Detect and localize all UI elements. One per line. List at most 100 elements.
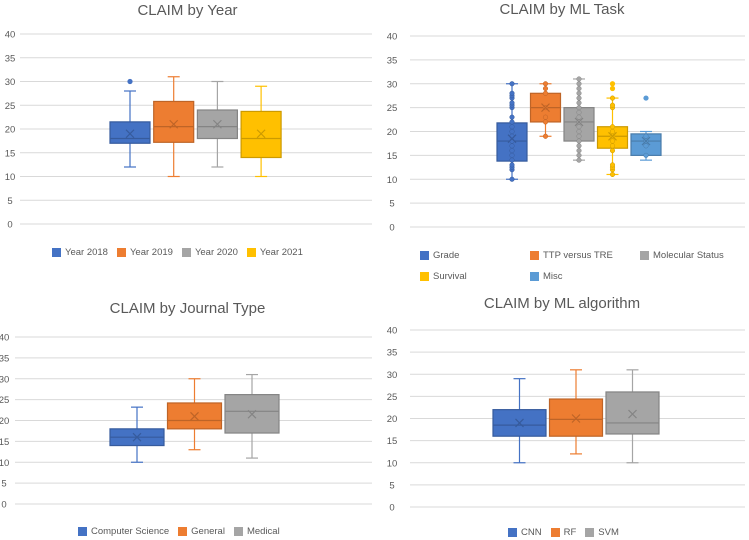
legend-label: CNN <box>521 527 542 538</box>
mean-marker <box>125 129 135 139</box>
y-tick-label: 25 <box>5 101 16 112</box>
data-point <box>542 85 549 92</box>
legend-item: TTP versus TRE <box>530 250 640 261</box>
y-tick-label: 10 <box>5 172 16 183</box>
y-tick-label: 35 <box>387 348 398 359</box>
y-tick-label: 40 <box>387 32 398 43</box>
legend-label: RF <box>563 527 577 538</box>
y-tick-label: 15 <box>0 437 9 448</box>
data-point <box>509 143 515 149</box>
y-tick-label: 5 <box>389 199 394 210</box>
legend-label: SVM <box>598 527 619 538</box>
legend-item: Medical <box>233 526 280 537</box>
data-point <box>576 105 582 111</box>
box-rf <box>548 369 604 455</box>
y-tick-label: 25 <box>387 103 398 114</box>
data-point <box>576 114 582 120</box>
y-tick-label: 20 <box>5 125 16 136</box>
data-point <box>509 119 515 125</box>
y-tick-label: 10 <box>387 458 398 469</box>
legend-label: Year 2018 <box>65 247 108 258</box>
data-point <box>609 148 616 154</box>
data-point <box>509 152 515 158</box>
y-tick-label: 10 <box>0 458 9 469</box>
box-cnn <box>492 378 547 464</box>
data-point <box>609 138 616 144</box>
legend-swatch <box>508 528 517 537</box>
data-point <box>609 171 616 178</box>
box-iqr <box>605 391 660 435</box>
data-point <box>609 124 616 130</box>
outlier-point <box>643 95 649 101</box>
legend-item: Year 2020 <box>181 247 238 258</box>
legend-label: Misc <box>543 271 563 282</box>
legend-label: Year 2021 <box>259 247 303 258</box>
data-point <box>509 128 515 135</box>
data-point <box>609 162 616 168</box>
legend-swatch <box>78 527 87 536</box>
data-point <box>576 124 582 130</box>
data-point <box>509 114 515 120</box>
chart-title: CLAIM by Journal Type <box>109 300 266 317</box>
legend: Grade TTP versus TRE Molecular Status Survi… <box>420 250 749 292</box>
data-point <box>643 152 649 158</box>
mean-marker <box>132 432 142 442</box>
data-point <box>576 152 582 158</box>
box-computer-science <box>109 406 165 463</box>
mean-marker <box>641 136 651 146</box>
chart-title: CLAIM by Year <box>137 2 238 19</box>
y-tick-label: 15 <box>387 151 398 162</box>
data-point <box>542 114 549 120</box>
data-point <box>576 76 582 82</box>
data-point <box>576 100 582 106</box>
legend-swatch <box>233 527 243 536</box>
data-point <box>509 148 515 154</box>
plot-area: 0 5 10 15 20 25 30 35 40 <box>0 333 372 511</box>
data-point <box>509 124 515 130</box>
box-svm <box>605 369 660 464</box>
data-point <box>509 90 515 96</box>
data-point <box>509 100 515 106</box>
data-point <box>609 102 616 108</box>
legend-label: Grade <box>433 250 460 261</box>
y-tick-label: 30 <box>387 79 398 90</box>
data-point <box>576 85 582 92</box>
legend: Year 2018 Year 2019 Year 2020 Year 2021 <box>52 247 312 258</box>
legend-label: TTP versus TRE <box>543 250 613 261</box>
y-tick-label: 20 <box>387 414 398 425</box>
y-tick-label: 40 <box>5 30 16 41</box>
legend-item: Molecular Status <box>640 250 749 261</box>
data-point <box>609 95 616 101</box>
data-point <box>576 157 582 163</box>
y-tick-label: 25 <box>0 395 9 406</box>
data-point <box>509 157 515 163</box>
y-tick-label: 15 <box>5 148 16 159</box>
legend: Computer Science General Medical <box>78 526 289 537</box>
legend-swatch <box>246 248 256 257</box>
legend-swatch <box>530 251 539 260</box>
data-point <box>542 119 549 125</box>
legend-label: Medical <box>246 526 280 537</box>
outlier-point <box>609 81 616 87</box>
plot-area: 0 5 10 15 20 25 30 35 40 <box>5 30 372 231</box>
y-tick-label: 15 <box>387 436 398 447</box>
mean-marker <box>571 414 581 423</box>
y-tick-label: 20 <box>387 127 398 138</box>
mean-marker <box>212 119 222 129</box>
mean-marker <box>628 409 637 419</box>
mean-marker <box>574 117 584 127</box>
data-point <box>509 81 515 87</box>
data-point <box>576 90 582 96</box>
data-point <box>576 128 582 135</box>
legend-swatch <box>550 528 560 537</box>
chart-claim-by-ml-task: CLAIM by ML Task 0 5 10 15 20 25 30 35 40 Grade T… <box>375 0 749 290</box>
mean-marker <box>541 103 550 113</box>
data-point <box>576 143 582 149</box>
legend-item: CNN <box>508 527 542 538</box>
y-tick-label: 35 <box>0 353 9 364</box>
box-molecular-status <box>563 76 595 163</box>
legend-item: Misc <box>530 271 640 282</box>
legend-swatch <box>530 272 539 281</box>
plot-area: 0 5 10 15 20 25 30 35 40 <box>387 326 745 514</box>
box-medical <box>224 373 280 459</box>
